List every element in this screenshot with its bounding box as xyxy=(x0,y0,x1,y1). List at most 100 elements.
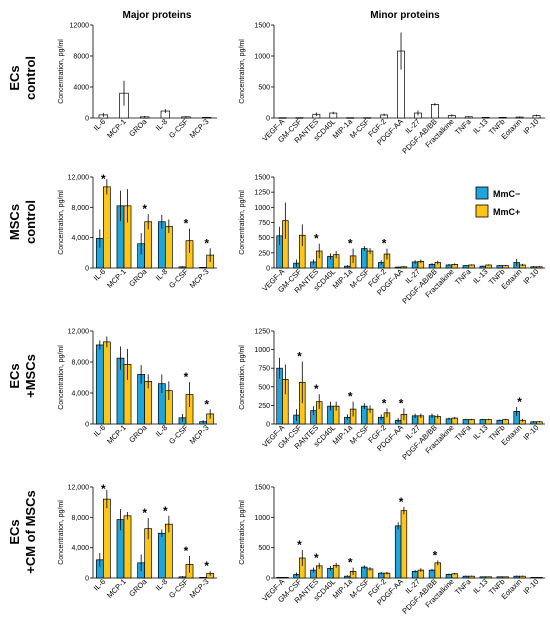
significance-star: * xyxy=(314,551,319,565)
x-tick-label: IL-8 xyxy=(154,117,170,133)
x-tick-label: IL-13 xyxy=(471,423,489,441)
significance-star: * xyxy=(348,237,353,251)
y-tick-label: 0 xyxy=(85,116,89,123)
x-tick-label: G-CSF xyxy=(167,267,190,290)
significance-star: * xyxy=(142,506,147,520)
y-tick-label: 1500 xyxy=(254,23,270,30)
x-tick-label: IL-13 xyxy=(471,267,489,285)
bar xyxy=(157,221,166,269)
row-label-ec-msc: ECs +MSCs xyxy=(7,354,38,398)
row-label-line1: MSCs xyxy=(7,204,22,240)
x-tick-label: TNFa xyxy=(453,116,473,136)
significance-star: * xyxy=(314,232,319,246)
x-tick-label: IL-6 xyxy=(92,117,108,133)
x-tick-label: IL-8 xyxy=(154,577,170,593)
x-tick-label: M-CSF xyxy=(348,423,371,446)
x-tick-label: G-CSF xyxy=(167,423,190,446)
x-tick-label: IL-13 xyxy=(471,117,489,135)
y-tick-label: 1250 xyxy=(254,190,270,197)
significance-star: * xyxy=(382,237,387,251)
significance-star: * xyxy=(184,217,189,231)
significance-star: * xyxy=(184,370,189,384)
y-tick-label: 1000 xyxy=(254,54,270,61)
y-tick-label: 1000 xyxy=(254,205,270,212)
bar xyxy=(123,515,132,579)
bar xyxy=(400,510,408,579)
x-tick-label: IL-6 xyxy=(92,267,108,283)
x-tick-label: GROa xyxy=(127,576,149,598)
significance-star: * xyxy=(101,172,106,186)
bar xyxy=(102,341,111,425)
y-axis-label: Concentration, pg/ml xyxy=(58,39,65,104)
row-label-ec-control: ECs control xyxy=(7,56,38,100)
significance-star: * xyxy=(184,544,189,558)
x-tick-label: MCP-1 xyxy=(105,577,128,600)
y-tick-label: 8,000 xyxy=(71,205,89,212)
legend-swatch-mmc-plus xyxy=(475,204,489,218)
chart-ec-cm-major: 0 4,000 8,000 12,000 Concentration, pg/ml IL-… xyxy=(58,482,217,600)
row-label-line2: +CM of MSCs xyxy=(23,490,38,573)
x-tick-label: IL-6 xyxy=(92,423,108,439)
legend-label-mmc-plus: MmC+ xyxy=(493,207,520,217)
significance-star: * xyxy=(517,395,522,409)
y-axis-label: Concentration, pg/ml xyxy=(58,345,65,410)
column-title-major: Major proteins xyxy=(123,10,192,21)
y-axis-label: Concentration, pg/ml xyxy=(58,500,65,565)
y-tick-label: 0 xyxy=(85,266,89,273)
y-tick-label: 500 xyxy=(258,545,270,552)
y-tick-label: 1500 xyxy=(254,175,270,182)
y-tick-label: 12,000 xyxy=(68,175,90,182)
chart-msc-control-major: 0 4,000 8,000 12,000 Concentration, pg/ml IL-… xyxy=(58,172,217,290)
significance-star: * xyxy=(297,538,302,552)
x-tick-label: G-CSF xyxy=(167,117,190,140)
x-tick-label: IP-10 xyxy=(521,267,540,286)
x-tick-label: IL-8 xyxy=(154,267,170,283)
significance-star: * xyxy=(163,504,168,518)
y-tick-label: 4,000 xyxy=(71,391,89,398)
x-tick-label: IL-13 xyxy=(471,577,489,595)
y-tick-label: 8000 xyxy=(73,54,89,61)
y-tick-label: 250 xyxy=(258,403,270,410)
x-tick-label: MCP-3 xyxy=(188,423,211,446)
y-axis-label: Concentration, pg/ml xyxy=(239,345,246,410)
row-label-ec-cm: ECs +CM of MSCs xyxy=(7,490,38,573)
x-tick-label: MCP-1 xyxy=(105,267,128,290)
significance-star: * xyxy=(142,202,147,216)
significance-star: * xyxy=(399,495,404,509)
x-tick-label: M-CSF xyxy=(348,267,371,290)
bar xyxy=(102,498,111,579)
bar xyxy=(394,525,402,579)
y-tick-label: 4,000 xyxy=(71,545,89,552)
y-tick-label: 8,000 xyxy=(71,360,89,367)
significance-star: * xyxy=(399,396,404,410)
y-tick-label: 8,000 xyxy=(71,515,89,522)
legend: MmC− MmC+ xyxy=(475,186,520,218)
significance-star: * xyxy=(204,236,209,250)
x-tick-label: G-CSF xyxy=(167,577,190,600)
row-label-line2: control xyxy=(23,200,38,244)
significance-star: * xyxy=(314,382,319,396)
y-tick-label: 750 xyxy=(258,366,270,373)
y-tick-label: 0 xyxy=(85,576,89,583)
x-tick-label: M-CSF xyxy=(348,117,371,140)
y-tick-label: 1500 xyxy=(254,485,270,492)
x-tick-label: MCP-3 xyxy=(188,117,211,140)
x-tick-label: IL-8 xyxy=(154,423,170,439)
row-label-line1: ECs xyxy=(7,65,22,90)
row-label-msc-control: MSCs control xyxy=(7,200,38,244)
x-tick-label: TNFa xyxy=(453,576,473,596)
x-tick-label: IL-6 xyxy=(92,577,108,593)
bar xyxy=(361,248,368,269)
y-tick-label: 1000 xyxy=(254,515,270,522)
x-tick-label: GROa xyxy=(127,116,149,138)
y-tick-label: 4,000 xyxy=(71,235,89,242)
y-tick-label: 250 xyxy=(258,250,270,257)
x-tick-label: IP-10 xyxy=(521,423,540,442)
x-tick-label: MCP-3 xyxy=(188,267,211,290)
y-axis-label: Concentration, pg/ml xyxy=(239,500,246,565)
y-tick-label: 0 xyxy=(266,576,270,583)
significance-star: * xyxy=(204,397,209,411)
x-tick-label: IP-10 xyxy=(521,577,540,596)
y-tick-label: 0 xyxy=(266,422,270,429)
x-tick-label: MCP-1 xyxy=(105,423,128,446)
